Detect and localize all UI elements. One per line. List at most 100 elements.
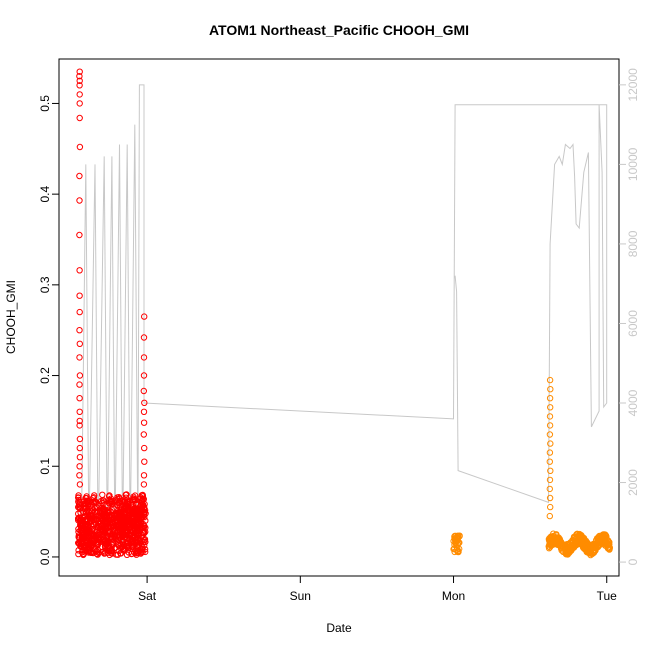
series-2-point	[590, 549, 597, 556]
series-1-point	[119, 543, 126, 550]
series-1-point	[140, 481, 148, 488]
series-1-point	[106, 528, 114, 535]
series-1-point	[116, 498, 123, 506]
y-tick-label: 0.0	[38, 548, 52, 565]
series-2-point	[547, 503, 554, 511]
series-1-point	[97, 538, 104, 545]
series-1-point	[87, 538, 94, 545]
series-2-point	[571, 536, 578, 543]
series-1-point	[91, 508, 99, 515]
altitude-layer	[80, 84, 608, 551]
series-2-point	[566, 548, 573, 555]
series-1-point	[76, 308, 83, 316]
plot-frame	[58, 58, 620, 577]
series-1-point	[138, 499, 146, 507]
y-tick-label: 0.3	[38, 276, 52, 293]
y2-tick-label: 4000	[626, 389, 640, 416]
series-1-point	[122, 494, 130, 501]
series-1-point	[83, 504, 90, 511]
series-1-point	[97, 514, 104, 521]
series-1-point	[76, 231, 83, 239]
series-1-point	[116, 526, 123, 534]
series-2-point	[452, 539, 459, 546]
series-2-point	[456, 533, 463, 540]
series-2-point	[562, 546, 569, 554]
series-1-point	[100, 536, 108, 544]
series-1-point	[118, 516, 125, 523]
series-1-point	[80, 521, 87, 528]
series-2-point	[546, 413, 554, 420]
series-1-point	[139, 495, 146, 502]
series-1-point	[132, 497, 139, 504]
series-1-point	[99, 491, 106, 498]
series-1-point	[76, 197, 83, 204]
series-1-point	[140, 372, 148, 379]
y-axis-label: CHOOH_GMI	[4, 280, 18, 354]
series-1-point	[76, 100, 83, 107]
series-2-point	[546, 449, 554, 456]
series-1-point	[76, 82, 83, 89]
series-1-point	[134, 513, 141, 520]
series-1-point	[76, 340, 84, 347]
series-1-point	[129, 517, 137, 524]
series-2-point	[453, 546, 460, 554]
y2-tick-label: 6000	[626, 310, 640, 337]
series-1-point	[76, 422, 83, 429]
series-2-point	[595, 538, 603, 545]
series-1-point	[92, 499, 100, 506]
series-1-point	[130, 532, 137, 539]
series-1-point	[76, 114, 83, 122]
series-1-point	[108, 516, 115, 524]
series-1-point	[106, 496, 113, 503]
series-2-point	[454, 533, 462, 541]
series-1-point	[76, 91, 83, 98]
series-1-point	[82, 527, 89, 534]
series-1-point	[135, 535, 142, 542]
series-2-point	[547, 404, 554, 411]
series-2-point	[546, 376, 554, 384]
series-1-point	[123, 491, 130, 498]
series-1-point	[140, 387, 148, 395]
y2-tick-label: 10000	[626, 147, 640, 181]
series-1-point	[76, 73, 83, 80]
series-1-point	[76, 381, 83, 388]
series-2-point	[450, 545, 457, 553]
series-2-point	[546, 458, 553, 465]
series-2-point	[546, 494, 554, 502]
series-1-point	[91, 505, 99, 512]
series-1-point	[82, 512, 89, 520]
series-1-point	[141, 399, 148, 406]
series-1-point	[134, 549, 141, 557]
series-1-point	[76, 354, 83, 361]
series-1-point	[104, 510, 112, 517]
series-1-point	[94, 548, 101, 556]
series-2-point	[557, 542, 564, 549]
series-1-point	[89, 494, 97, 502]
series-1-point	[117, 550, 125, 557]
x-tick-label: Tue	[597, 589, 618, 603]
series-1-point	[80, 537, 87, 544]
series-1-point	[126, 532, 134, 539]
series-1-point	[119, 531, 126, 538]
series-1-point	[141, 508, 148, 516]
series-1-point	[76, 327, 83, 334]
series-1-point	[100, 505, 107, 512]
series-1-point	[125, 545, 132, 552]
series-1-point	[140, 354, 148, 361]
series-1-point	[93, 547, 100, 555]
series-1-point	[118, 512, 125, 519]
series-2-point	[600, 532, 607, 539]
series-1-point	[94, 524, 101, 531]
series-1-point	[76, 372, 84, 379]
series-1-point	[76, 444, 84, 452]
points-layer	[75, 68, 613, 559]
chart-title: ATOM1 Northeast_Pacific CHOOH_GMI	[209, 22, 469, 38]
series-2-point	[546, 422, 554, 429]
x-tick-label: Mon	[442, 589, 465, 603]
series-1-point	[85, 549, 93, 556]
series-2-point	[546, 485, 553, 493]
series-2-point	[589, 545, 596, 552]
series-2-point	[596, 542, 603, 549]
series-1-point	[76, 408, 83, 415]
